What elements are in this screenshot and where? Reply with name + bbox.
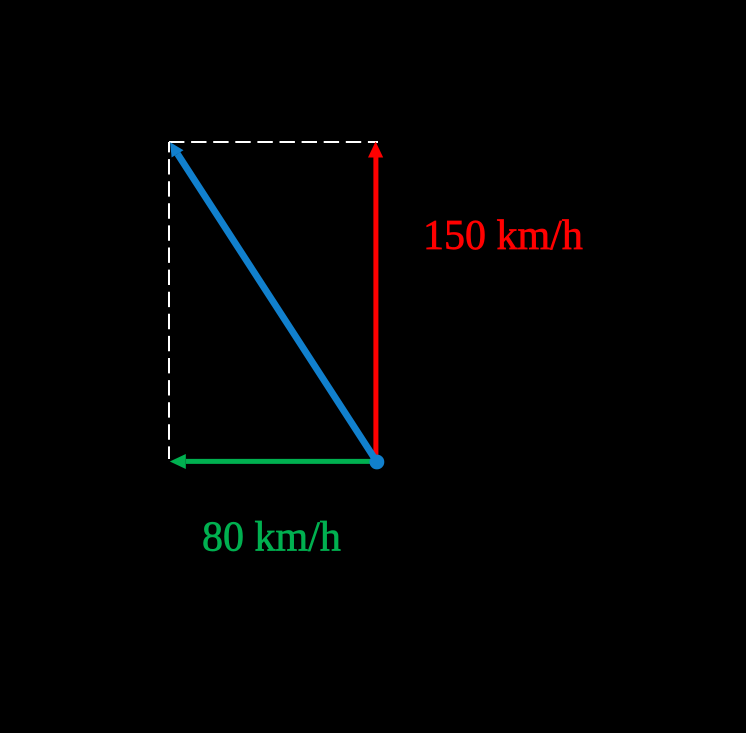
svg-text:80 km/h: 80 km/h — [202, 515, 341, 561]
svg-text:150 km/h: 150 km/h — [423, 213, 583, 259]
